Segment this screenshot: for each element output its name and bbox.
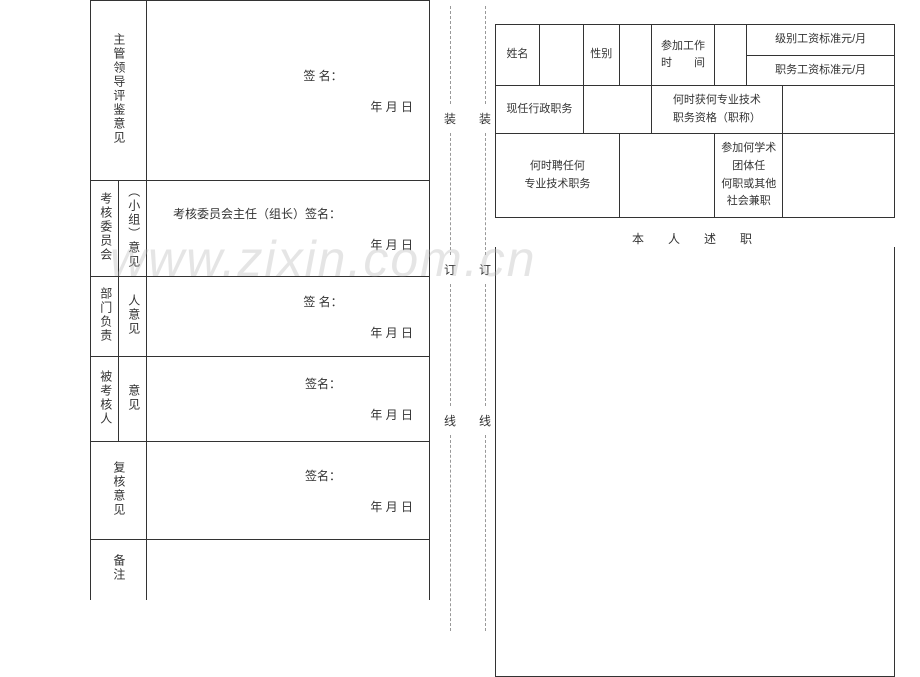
date-text-0: 年 月 日 <box>153 98 413 115</box>
cell-worktime-value <box>715 25 747 86</box>
row-label-5: 备注 <box>110 554 127 582</box>
cell-hire-label: 何时聘任何 专业技术职务 <box>496 134 620 217</box>
sig-text-3: 签名： <box>153 375 413 392</box>
cell-worktime-label: 参加工作 时 间 <box>651 25 715 86</box>
row-sublabel-3: 意见 <box>125 384 142 412</box>
cell-society-value <box>783 134 895 217</box>
cell-society-label: 参加何学术团体任 何职或其他社会兼职 <box>715 134 783 217</box>
cell-position-label: 现任行政职务 <box>496 86 584 134</box>
right-page: 姓名 性别 参加工作 时 间 级别工资标准元/月 职务工资标准元/月 现任行政职… <box>485 0 915 637</box>
binding-zhuang-l: 装 <box>444 110 456 127</box>
date-text-4: 年 月 日 <box>153 498 413 515</box>
shuzhi-title: 本 人 述 职 <box>495 230 895 247</box>
sig-text-0: 签 名： <box>153 67 413 84</box>
date-text-1: 年 月 日 <box>153 236 413 253</box>
row-sublabel-1: （小组）意见 <box>125 185 142 269</box>
cell-gender-value <box>619 25 651 86</box>
date-text-2: 年 月 日 <box>153 324 413 341</box>
right-info-table: 姓名 性别 参加工作 时 间 级别工资标准元/月 职务工资标准元/月 现任行政职… <box>495 24 895 218</box>
left-review-table: 主管领导评鉴意见 签 名： 年 月 日 考核委员会 （小组）意见 考核委员会主任… <box>90 0 430 600</box>
row-label-3: 被考核人 <box>97 370 114 426</box>
binding-line-left: 装 订 线 <box>440 0 460 637</box>
cell-hire-value <box>619 134 715 217</box>
page-container: 主管领导评鉴意见 签 名： 年 月 日 考核委员会 （小组）意见 考核委员会主任… <box>0 0 920 637</box>
sig-area-3: 签名： 年 月 日 <box>153 375 423 423</box>
cell-salary1: 级别工资标准元/月 <box>747 25 895 56</box>
row-label-1: 考核委员会 <box>97 192 114 262</box>
sig-area-2: 签 名： 年 月 日 <box>153 293 423 341</box>
sig-text-1: 考核委员会主任（组长）签名： <box>153 205 413 222</box>
left-page: 主管领导评鉴意见 签 名： 年 月 日 考核委员会 （小组）意见 考核委员会主任… <box>0 0 430 637</box>
cell-qual-label: 何时获何专业技术 职务资格（职称） <box>651 86 783 134</box>
cell-gender-label: 性别 <box>583 25 619 86</box>
cell-name-value <box>539 25 583 86</box>
row-label-0: 主管领导评鉴意见 <box>110 33 127 145</box>
row-label-2: 部门负责 <box>97 287 114 343</box>
shuzhi-box <box>495 247 895 677</box>
binding-xian-l: 线 <box>444 412 456 429</box>
sig-area-1: 考核委员会主任（组长）签名： 年 月 日 <box>153 205 423 253</box>
binding-ding-l: 订 <box>444 261 456 278</box>
cell-name-label: 姓名 <box>496 25 540 86</box>
row-label-4: 复核意见 <box>110 461 127 517</box>
cell-position-value <box>583 86 651 134</box>
date-text-3: 年 月 日 <box>153 406 413 423</box>
sig-text-4: 签名： <box>153 467 413 484</box>
sig-area-4: 签名： 年 月 日 <box>153 467 423 515</box>
row-sublabel-2: 人意见 <box>125 294 142 336</box>
cell-qual-value <box>783 86 895 134</box>
sig-area-0: 签 名： 年 月 日 <box>153 67 423 115</box>
sig-text-2: 签 名： <box>153 293 413 310</box>
cell-salary2: 职务工资标准元/月 <box>747 55 895 86</box>
